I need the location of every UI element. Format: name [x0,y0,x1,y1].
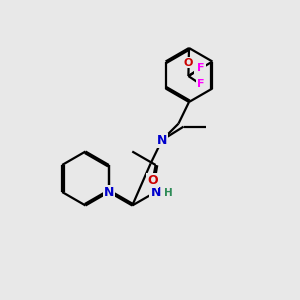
Text: O: O [184,58,194,68]
Text: F: F [197,80,205,89]
Text: F: F [197,63,205,73]
Text: H: H [164,188,173,199]
Text: O: O [147,174,158,187]
Text: O: O [195,64,205,74]
Text: N: N [104,185,114,199]
Text: N: N [157,134,167,147]
Text: N: N [151,185,161,199]
